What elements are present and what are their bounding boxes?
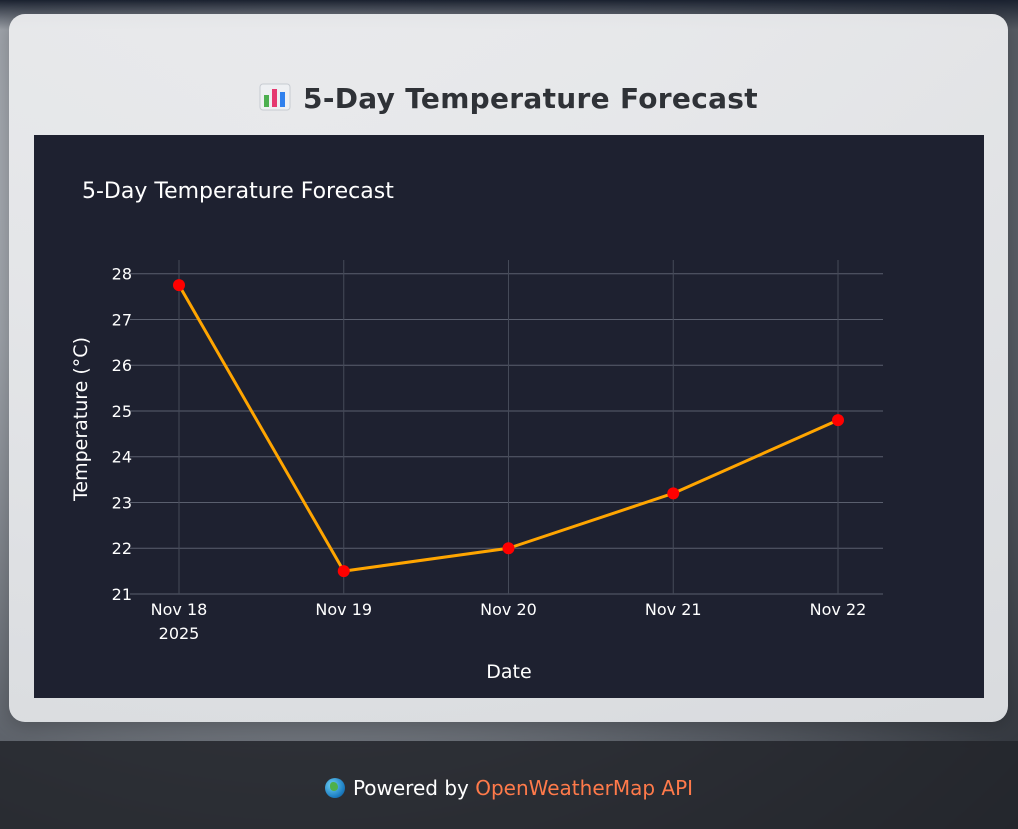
bar-chart-icon — [259, 83, 291, 118]
x-tick-label: Nov 18 — [151, 600, 208, 619]
x-tick-label: Nov 22 — [810, 600, 867, 619]
y-tick-label: 21 — [112, 585, 132, 604]
chart-panel: 5-Day Temperature Forecast 21 22 23 24 25 26 2… — [34, 135, 984, 698]
data-point — [337, 565, 350, 578]
y-tick-label: 23 — [112, 493, 132, 512]
chart-title: 5-Day Temperature Forecast — [82, 179, 394, 204]
y-tick-label: 28 — [112, 265, 132, 284]
grid — [130, 260, 883, 595]
x-axis-ticks: Nov 18 Nov 19 Nov 20 Nov 21 Nov 22 2025 — [151, 600, 867, 643]
y-tick-label: 22 — [112, 539, 132, 558]
y-tick-label: 25 — [112, 402, 132, 421]
openweathermap-link[interactable]: OpenWeatherMap API — [475, 776, 694, 800]
x-tick-label: Nov 20 — [480, 600, 537, 619]
series-temperature — [173, 279, 844, 578]
y-tick-label: 26 — [112, 356, 132, 375]
y-tick-label: 24 — [112, 448, 132, 467]
x-tick-label: Nov 19 — [315, 600, 372, 619]
footer — [0, 741, 1018, 829]
temperature-chart: 5-Day Temperature Forecast 2122232425262… — [70, 179, 883, 683]
x-tick-label: Nov 21 — [645, 600, 702, 619]
data-point — [832, 414, 844, 427]
powered-by-text: Powered by — [352, 776, 469, 800]
y-tick-label: 27 — [112, 310, 132, 329]
page-title: 5-Day Temperature Forecast — [9, 82, 1008, 118]
footer-credit: Powered by OpenWeatherMap API — [0, 776, 1018, 800]
card-title-text: 5-Day Temperature Forecast — [303, 82, 758, 115]
y-axis-label: Temperature (°C) — [70, 337, 92, 502]
data-point — [502, 542, 515, 555]
data-point — [173, 279, 185, 292]
y-axis-ticks: 21 22 23 24 25 26 27 28 — [112, 265, 132, 604]
x-tick-year-label: 2025 — [159, 624, 200, 643]
data-point — [667, 487, 680, 500]
globe-icon — [324, 778, 345, 798]
x-axis-label: Date — [486, 661, 531, 683]
